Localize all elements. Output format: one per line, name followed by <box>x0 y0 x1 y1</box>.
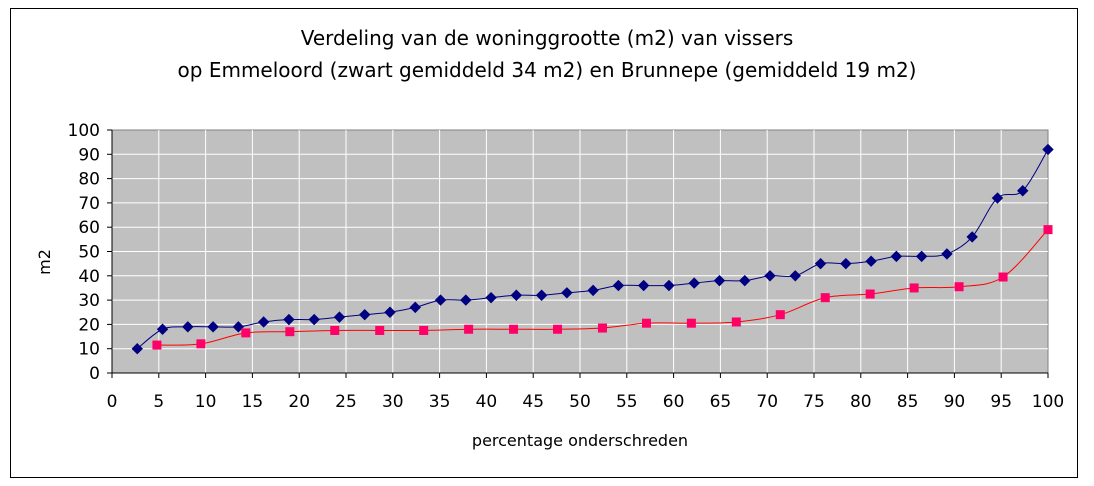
series-1-data-point <box>131 342 143 355</box>
y-tick-label: 50 <box>78 243 100 263</box>
x-tick-label: 15 <box>242 392 264 412</box>
series-1-data-point <box>991 192 1004 204</box>
series-1-data-point <box>510 289 523 301</box>
series-layer <box>131 143 1054 355</box>
series-1-data-point <box>915 250 928 263</box>
series-1-data-point <box>283 313 295 326</box>
series-1-data-point <box>941 248 953 260</box>
y-tick-label: 0 <box>89 364 100 384</box>
x-tick-label: 95 <box>990 392 1012 412</box>
series-1-data-point <box>561 287 573 299</box>
x-tick-label: 50 <box>569 392 591 412</box>
series-1-data-point <box>232 321 245 333</box>
x-tick-label: 100 <box>1032 392 1064 412</box>
series-2-data-point <box>152 340 162 350</box>
series-1-data-point <box>890 250 903 263</box>
x-tick-label: 30 <box>382 392 404 412</box>
series-2-data-point <box>241 328 251 338</box>
chart-title-line-2: op Emmeloord (zwart gemiddeld 34 m2) en … <box>177 58 917 82</box>
series-1-data-point <box>434 294 447 306</box>
series-2-data-point <box>998 272 1008 282</box>
series-1-data-point <box>966 231 978 243</box>
x-tick-label: 40 <box>476 392 498 412</box>
series-1-data-point <box>384 306 396 318</box>
x-tick-label: 80 <box>850 392 872 412</box>
series-1-data-point <box>764 270 776 282</box>
y-tick-label: 60 <box>78 218 100 238</box>
series-1-data-point <box>840 257 852 270</box>
series-1-data-point <box>485 291 497 304</box>
series-1-data-point <box>1042 143 1054 156</box>
series-2-data-point <box>553 324 563 334</box>
series-1-data-point <box>789 270 801 282</box>
series-2-data-point <box>285 327 295 337</box>
series-2-data-point <box>909 283 919 293</box>
y-tick-label: 20 <box>78 315 100 335</box>
series-2-data-point <box>464 324 474 334</box>
y-tick-label: 40 <box>78 267 100 287</box>
x-tick-label: 70 <box>756 392 778 412</box>
x-tick-label: 0 <box>107 392 118 412</box>
series-2-data-point <box>954 282 964 292</box>
x-tick-label: 90 <box>944 392 966 412</box>
series-1-data-point <box>663 279 675 292</box>
x-tick-label: 55 <box>616 392 638 412</box>
x-tick-label: 45 <box>522 392 544 412</box>
x-tick-label: 10 <box>195 392 217 412</box>
series-1-data-point <box>612 279 625 292</box>
y-tick-label: 80 <box>78 170 100 190</box>
y-tick-label: 90 <box>78 145 100 165</box>
series-1-data-point <box>814 257 827 270</box>
series-1-data-point <box>207 321 219 333</box>
series-1-data-point <box>257 316 270 328</box>
series-2-data-point <box>686 318 696 328</box>
x-tick-label: 20 <box>288 392 310 412</box>
series-1-data-point <box>409 301 421 314</box>
x-tick-label: 75 <box>803 392 825 412</box>
tick-label-layer: 0 5 10 15 20 25 30 35 40 45 50 55 60 65 70 75 80 85 90 95 10… <box>68 121 1065 412</box>
series-1-data-point <box>688 277 700 289</box>
series-2-data-point <box>731 317 741 327</box>
y-tick-label: 10 <box>78 340 100 360</box>
y-axis-title: m2 <box>35 249 54 275</box>
series-2-data-point <box>330 325 340 335</box>
series-1-data-point <box>865 255 877 267</box>
x-tick-label: 35 <box>429 392 451 412</box>
series-1-data-point <box>460 294 472 306</box>
series-1-data-point <box>713 274 726 287</box>
chart-title-line-1: Verdeling van de woninggrootte (m2) van … <box>300 26 794 50</box>
y-tick-label: 30 <box>78 291 100 311</box>
series-1-data-point <box>156 323 169 335</box>
series-2-data-point <box>775 310 785 320</box>
axis-layer <box>107 129 1049 378</box>
series-1-data-point <box>587 284 599 297</box>
series-2-data-point <box>820 293 830 303</box>
series-1-data-point <box>535 289 548 301</box>
series-1-data-point <box>333 311 346 323</box>
series-2-data-point <box>641 318 651 328</box>
y-tick-label: 70 <box>78 194 100 214</box>
series-2-data-point <box>509 324 519 334</box>
series-2-data-point <box>597 323 607 333</box>
x-tick-label: 25 <box>335 392 357 412</box>
series-1-data-point <box>1017 185 1029 197</box>
series-2-data-point <box>419 325 429 335</box>
grid-layer <box>112 130 1048 373</box>
series-2-data-point <box>865 289 875 299</box>
x-tick-label: 60 <box>663 392 685 412</box>
series-2-data-point <box>375 325 385 335</box>
series-2-data-point <box>1043 225 1053 235</box>
series-1-data-point <box>182 321 194 333</box>
y-tick-label: 100 <box>68 121 100 141</box>
series-1-data-point <box>739 274 751 287</box>
x-axis-title: percentage onderschreden <box>472 431 688 450</box>
series-2-data-point <box>196 339 206 349</box>
x-tick-label: 85 <box>897 392 919 412</box>
series-1-data-point <box>637 279 650 292</box>
series-1-data-point <box>308 313 320 326</box>
x-tick-label: 5 <box>153 392 164 412</box>
x-tick-label: 65 <box>710 392 732 412</box>
series-1-data-point <box>359 308 371 321</box>
